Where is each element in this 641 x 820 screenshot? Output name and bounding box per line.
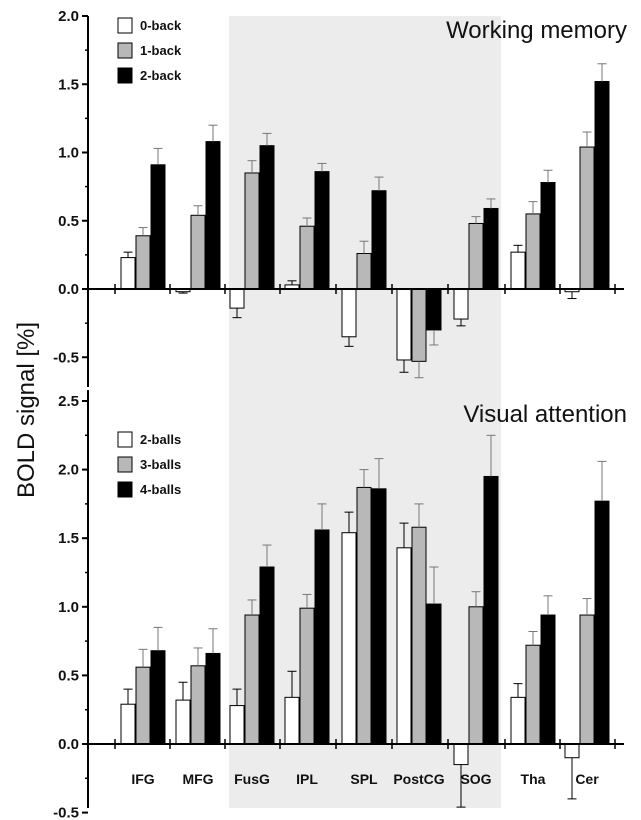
y-tick-label: 1.0	[58, 145, 79, 162]
bar-2-back-Tha	[540, 182, 556, 290]
y-tick-label: 1.5	[58, 530, 79, 547]
bar-3-balls-Cer	[579, 614, 595, 745]
bar-2-balls-FusG	[229, 705, 245, 745]
chart-title: Visual attention	[463, 401, 627, 428]
bar-4-balls-Tha	[540, 614, 556, 745]
bar-1-back-MFG	[190, 214, 206, 290]
x-tick-label-Cer: Cer	[575, 771, 599, 787]
y-tick-label: 0.5	[58, 213, 79, 230]
bar-2-back-SOG	[483, 207, 499, 290]
bar-2-balls-IPL	[284, 696, 300, 745]
x-tick-label-SOG: SOG	[460, 771, 491, 787]
y-tick-label: 2.0	[58, 462, 79, 479]
bar-4-balls-Cer	[594, 500, 610, 745]
bar-1-back-SOG	[468, 222, 484, 290]
bar-2-balls-SOG	[453, 743, 469, 766]
legend-swatch-3-balls	[117, 456, 133, 473]
bar-4-balls-IPL	[314, 529, 330, 745]
bar-1-back-Tha	[525, 213, 541, 290]
bar-4-balls-MFG	[205, 652, 221, 745]
bar-1-back-Cer	[579, 146, 595, 290]
legend-label-1-back: 1-back	[140, 43, 182, 58]
bar-0-back-PostCG	[396, 288, 412, 361]
bar-3-balls-IFG	[135, 666, 151, 745]
bar-2-balls-Cer	[564, 743, 580, 759]
bar-1-back-IPL	[299, 225, 315, 290]
bar-0-back-SOG	[453, 288, 469, 320]
bar-2-back-PostCG	[426, 288, 442, 331]
y-tick-label: 0.0	[58, 736, 79, 753]
bar-2-balls-MFG	[175, 699, 191, 745]
bar-0-back-Tha	[510, 251, 526, 290]
bar-2-balls-PostCG	[396, 547, 412, 745]
legend-swatch-4-balls	[117, 481, 133, 498]
x-tick-label-Tha: Tha	[521, 771, 546, 787]
bar-3-balls-FusG	[244, 614, 260, 745]
y-axis-label: BOLD signal [%]	[13, 322, 40, 498]
bar-3-balls-Tha	[525, 644, 541, 745]
y-tick-label: -0.5	[53, 349, 79, 366]
legend-swatch-0-back	[117, 17, 133, 34]
bar-2-back-IPL	[314, 171, 330, 290]
bar-2-balls-SPL	[341, 532, 357, 745]
y-tick-label: 1.5	[58, 76, 79, 93]
bar-2-back-MFG	[205, 141, 221, 290]
bar-0-back-SPL	[341, 288, 357, 338]
bar-3-balls-PostCG	[411, 526, 427, 745]
x-tick-label-FusG: FusG	[234, 771, 270, 787]
bar-2-back-FusG	[259, 145, 275, 290]
bar-0-back-FusG	[229, 288, 245, 309]
bar-3-balls-MFG	[190, 665, 206, 745]
y-tick-label: 0.5	[58, 667, 79, 684]
legend-swatch-2-back	[117, 67, 133, 84]
x-tick-label-IPL: IPL	[296, 771, 318, 787]
x-tick-label-PostCG: PostCG	[393, 771, 444, 787]
bar-2-balls-IFG	[120, 703, 136, 745]
y-tick-label: 1.0	[58, 599, 79, 616]
y-tick-label: -0.5	[53, 805, 79, 820]
chart-panel-1: 2.0 1.5 1.0 0.5 0.0 -0.5 Working memory 0-back 1…	[53, 8, 627, 387]
y-tick-label: 0.0	[58, 281, 79, 298]
bar-3-balls-SPL	[356, 486, 372, 745]
x-tick-label-IFG: IFG	[131, 771, 154, 787]
chart-panel-2: 2.5 2.0 1.5 1.0 0.5 0.0 -0.5 IFG MFG FusG IPL SPL Po…	[53, 390, 627, 820]
y-tick-label: 2.5	[58, 393, 79, 410]
bar-1-back-FusG	[244, 172, 260, 290]
chart-title: Working memory	[446, 17, 627, 44]
bar-4-balls-IFG	[150, 650, 166, 745]
legend-label-2-back: 2-back	[140, 68, 182, 83]
bar-4-balls-PostCG	[426, 603, 442, 745]
bar-1-back-IFG	[135, 235, 151, 290]
legend-swatch-1-back	[117, 42, 133, 59]
bar-1-back-PostCG	[411, 288, 427, 362]
legend-label-4-balls: 4-balls	[140, 482, 181, 497]
x-tick-label-SPL: SPL	[350, 771, 378, 787]
bar-4-balls-SOG	[483, 475, 499, 745]
bar-3-balls-SOG	[468, 606, 484, 745]
bar-4-balls-FusG	[259, 566, 275, 745]
bar-2-back-IFG	[150, 164, 166, 290]
legend-label-2-balls: 2-balls	[140, 432, 181, 447]
bar-2-back-Cer	[594, 81, 610, 290]
legend-label-3-balls: 3-balls	[140, 457, 181, 472]
bar-2-balls-Tha	[510, 696, 526, 745]
y-tick-label: 2.0	[58, 8, 79, 25]
x-tick-label-MFG: MFG	[182, 771, 213, 787]
bar-4-balls-SPL	[371, 488, 387, 745]
legend-swatch-2-balls	[117, 431, 133, 448]
bar-0-back-IFG	[120, 257, 136, 290]
legend-label-0-back: 0-back	[140, 18, 182, 33]
bar-3-balls-IPL	[299, 607, 315, 745]
bar-1-back-SPL	[356, 253, 372, 290]
bar-2-back-SPL	[371, 190, 387, 290]
